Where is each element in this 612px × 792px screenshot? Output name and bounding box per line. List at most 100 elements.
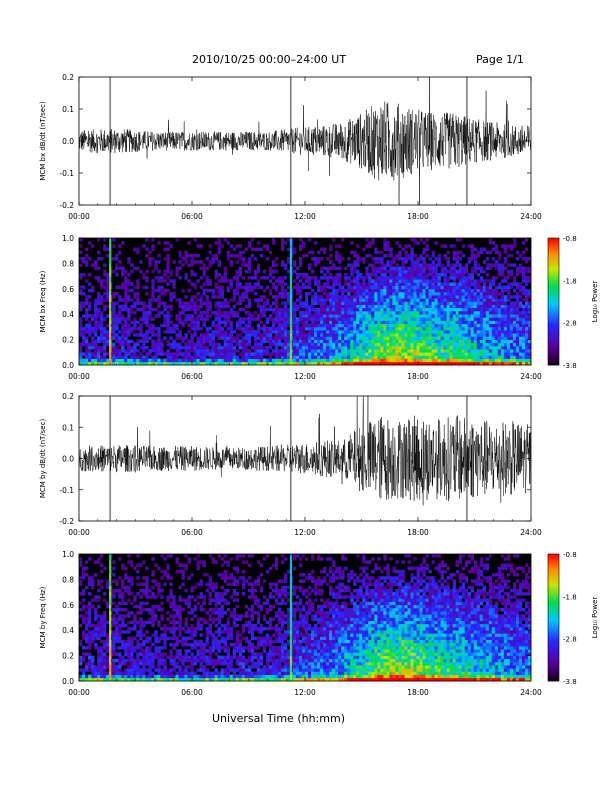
spectrogram-cell — [527, 291, 532, 296]
spectrogram-cell — [205, 288, 209, 293]
spectrogram-cell — [338, 298, 342, 302]
spectrogram-cell — [338, 307, 342, 312]
spectrogram-cell — [157, 260, 161, 264]
spectrogram-cell — [127, 611, 131, 615]
spectrogram-cell — [226, 355, 230, 359]
spectrogram-cell — [121, 585, 125, 590]
spectrogram-cell — [362, 311, 366, 315]
spectrogram-cell — [350, 317, 354, 321]
spectrogram-cell — [85, 307, 89, 312]
spectrogram-cell — [431, 301, 435, 305]
spectrogram-cell — [193, 307, 197, 312]
spectrogram-cell — [389, 260, 393, 264]
spectrogram-cell — [127, 646, 131, 650]
spectrogram-cell — [91, 314, 95, 318]
spectrogram-cell — [416, 320, 420, 325]
spectrogram-cell — [392, 298, 396, 302]
spectrogram-cell — [506, 342, 511, 347]
spectrogram-cell — [518, 320, 523, 325]
spectrogram-cell — [280, 238, 285, 242]
spectrogram-cell — [154, 352, 158, 356]
time-marker-streak — [109, 339, 112, 344]
spectrogram-cell — [253, 352, 258, 356]
spectrogram-cell — [94, 668, 98, 672]
spectrogram-cell — [524, 301, 529, 305]
spectrogram-cell — [82, 330, 86, 334]
spectrogram-cell — [217, 349, 221, 353]
spectrogram-cell — [467, 330, 472, 334]
spectrogram-cell — [509, 345, 514, 350]
y-tick-label: 0.1 — [62, 423, 74, 432]
spectrogram-cell — [163, 352, 167, 356]
spectrogram-cell — [383, 272, 387, 277]
spectrogram-cell — [301, 276, 306, 280]
spectrogram-cell — [368, 272, 372, 277]
spectrogram-cell — [323, 333, 327, 337]
spectrogram-cell — [115, 349, 119, 353]
spectrogram-cell — [458, 330, 462, 334]
time-marker-streak — [289, 241, 293, 245]
spectrogram-cell — [130, 345, 134, 350]
spectrogram-cell — [133, 342, 137, 347]
spectrogram-cell — [335, 301, 339, 305]
spectrogram-cell — [416, 295, 420, 299]
y-tick-label: 0.2 — [62, 73, 74, 82]
spectrogram-cell — [166, 355, 170, 359]
spectrogram-cell — [148, 671, 152, 675]
spectrogram-cell — [172, 358, 176, 363]
spectrogram-cell — [491, 336, 496, 340]
spectrogram-cell — [85, 311, 89, 315]
spectrogram-cell — [332, 307, 336, 312]
spectrogram-cell — [503, 257, 508, 261]
spectrogram-cell — [298, 288, 303, 293]
spectrogram-cell — [85, 617, 89, 621]
spectrogram-cell — [491, 326, 496, 331]
spectrogram-cell — [509, 247, 514, 251]
spectrogram-cell — [434, 349, 438, 353]
spectrogram-cell — [515, 269, 520, 274]
spectrogram-cell — [452, 301, 456, 305]
spectrogram-cell — [175, 355, 179, 359]
spectrogram-cell — [374, 282, 378, 286]
spectrogram-cell — [115, 333, 119, 337]
spectrogram-cell — [425, 358, 429, 363]
spectrogram-cell — [148, 349, 152, 353]
spectrogram-cell — [314, 330, 318, 334]
spectrogram-cell — [187, 361, 191, 366]
x-tick-label: 24:00 — [520, 212, 542, 221]
spectrogram-cell — [202, 355, 206, 359]
spectrogram-cell — [292, 352, 297, 356]
spectrogram-cell — [500, 323, 505, 328]
colorbar-segment — [548, 271, 559, 275]
spectrogram-cell — [407, 269, 411, 274]
spectrogram-cell — [389, 247, 393, 251]
spectrogram-cell — [329, 291, 333, 296]
spectrogram-cell — [142, 633, 146, 637]
spectrogram-cell — [425, 355, 429, 359]
spectrogram-cell — [323, 317, 327, 321]
spectrogram-cell — [286, 345, 291, 350]
spectrogram-cell — [211, 361, 215, 366]
spectrogram-cell — [232, 361, 236, 366]
spectrogram-cell — [103, 342, 107, 347]
spectrogram-cell — [232, 355, 236, 359]
spectrogram-cell — [419, 355, 423, 359]
spectrogram-cell — [488, 301, 493, 305]
spectrogram-cell — [277, 352, 282, 356]
colorbar-segment — [548, 322, 559, 326]
spectrogram-cell — [521, 345, 526, 350]
spectrogram-cell — [211, 320, 215, 325]
spectrogram-cell — [347, 326, 351, 331]
spectrogram-cell — [524, 330, 529, 334]
spectrogram-cell — [470, 317, 475, 321]
spectrogram-cell — [112, 573, 116, 577]
spectrogram-cell — [383, 355, 387, 359]
spectrogram-cell — [518, 266, 523, 271]
spectrogram-cell — [157, 339, 161, 344]
spectrogram-cell — [317, 298, 321, 302]
spectrogram-cell — [482, 336, 487, 340]
spectrogram-cell — [247, 301, 252, 305]
spectrogram-cell — [121, 582, 125, 587]
spectrogram-cell — [241, 295, 246, 299]
